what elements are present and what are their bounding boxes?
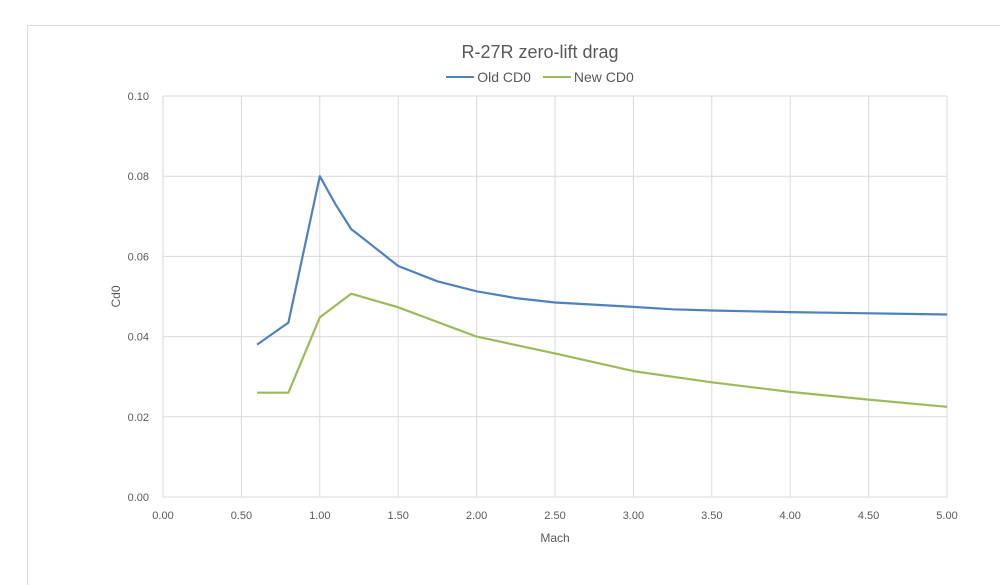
chart-title: R-27R zero-lift drag <box>461 42 619 62</box>
y-tick-label: 0.04 <box>128 332 149 344</box>
legend: Old CD0 New CD0 <box>0 69 1000 85</box>
y-tick-label: 0.00 <box>128 492 149 504</box>
x-tick-label: 1.00 <box>309 510 330 522</box>
x-tick-label: 2.00 <box>466 510 487 522</box>
y-tick-label: 0.10 <box>128 91 149 103</box>
legend-swatch-new-icon <box>542 76 571 78</box>
x-tick-label: 4.50 <box>858 510 879 522</box>
x-tick-label: 3.50 <box>701 510 722 522</box>
x-tick-label: 1.50 <box>387 510 408 522</box>
y-tick-label: 0.08 <box>128 171 149 183</box>
y-tick-label: 0.02 <box>128 412 149 424</box>
x-tick-label: 0.50 <box>231 510 252 522</box>
x-tick-label: 5.00 <box>936 510 957 522</box>
series-line-old-cd0 <box>256 175 948 346</box>
x-tick-label: 4.00 <box>779 510 800 522</box>
legend-label-old: Old CD0 <box>477 69 531 85</box>
legend-swatch-old-icon <box>446 76 475 78</box>
x-tick-label: 0.00 <box>152 510 173 522</box>
series-line-new-cd0 <box>257 292 948 408</box>
legend-item-old-cd0: Old CD0 <box>446 69 531 85</box>
legend-item-new-cd0: New CD0 <box>542 69 634 85</box>
chart-area <box>27 25 1000 585</box>
y-axis-title: Cd0 <box>109 285 123 307</box>
x-axis-title: Mach <box>540 531 569 545</box>
x-tick-label: 3.00 <box>623 510 644 522</box>
x-tick-label: 2.50 <box>544 510 565 522</box>
plot-area: 0.00 0.50 1.00 1.50 2.00 2.50 3.00 3.50 4.00 4.50… <box>109 91 958 545</box>
y-tick-label: 0.06 <box>128 251 149 263</box>
legend-label-new: New CD0 <box>573 69 634 85</box>
